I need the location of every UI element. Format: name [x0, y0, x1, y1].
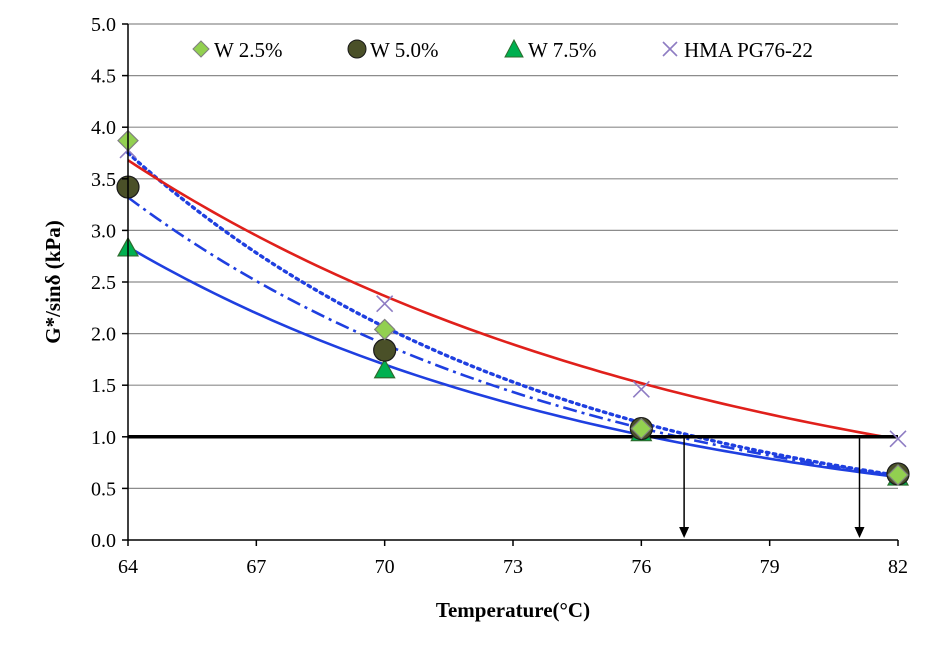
- x-stroke: [632, 380, 650, 398]
- y-tick-label: 0.5: [91, 478, 116, 500]
- x-stroke: [889, 430, 907, 448]
- arrow-head: [854, 527, 865, 538]
- reference-line-layer: [128, 435, 898, 538]
- legend-item-w75: W 7.5%: [504, 38, 596, 62]
- x-axis-title: Temperature(°C): [436, 598, 590, 622]
- legend-label-w25: W 2.5%: [214, 38, 282, 62]
- legend-item-hma: HMA PG76-22: [662, 38, 813, 62]
- y-tick-label: 3.0: [91, 220, 116, 242]
- data-point-w75: [373, 358, 396, 379]
- x-tick-label: 70: [375, 556, 395, 578]
- trendline-series-1: [127, 196, 899, 478]
- arrow-head: [679, 527, 690, 538]
- legend-x-marker: [662, 41, 678, 57]
- trendline-series-0: [126, 151, 900, 478]
- legend-triangle-marker: [504, 38, 524, 58]
- x-tick-label: 82: [888, 556, 908, 578]
- y-axis-title: G*/sinδ (kPa): [41, 220, 65, 344]
- x-tick-label: 79: [760, 556, 780, 578]
- y-tick-label: 3.5: [91, 169, 116, 191]
- legend-label-hma: HMA PG76-22: [684, 38, 813, 62]
- legend-label-w75: W 7.5%: [528, 38, 596, 62]
- y-tick-label: 2.0: [91, 324, 116, 346]
- legend: W 2.5% W 5.0% W 7.5% HMA PG76-22: [192, 38, 813, 62]
- y-tick-label: 4.0: [91, 117, 116, 139]
- trendline-series-2: [127, 245, 899, 479]
- y-tick-label: 0.0: [91, 530, 116, 552]
- y-tick-label: 2.5: [91, 272, 116, 294]
- x-tick-label: 73: [503, 556, 523, 578]
- x-stroke: [376, 295, 394, 313]
- data-point-hma: [376, 295, 394, 313]
- x-stroke: [662, 41, 678, 57]
- trendline-series-3: [127, 159, 886, 439]
- data-point-w25: [373, 318, 396, 341]
- data-point-w25: [630, 417, 653, 440]
- tick-labels: 0.0 0.5 1.0 1.5 2.0 2.5 3.0 3.5 4.0 4.5 5.0 64 67 70 7…: [91, 14, 908, 578]
- data-point-w25: [887, 464, 909, 486]
- legend-item-w25: W 2.5%: [192, 38, 282, 62]
- grid-lines: [128, 23, 898, 489]
- y-tick-label: 1.0: [91, 427, 116, 449]
- x-tick-label: 76: [631, 556, 651, 578]
- legend-item-w50: W 5.0%: [347, 38, 438, 62]
- y-tick-label: 1.5: [91, 375, 116, 397]
- legend-label-w50: W 5.0%: [370, 38, 438, 62]
- y-tick-label: 4.5: [91, 66, 116, 88]
- x-tick-label: 67: [246, 556, 266, 578]
- legend-x-shape: [662, 41, 678, 57]
- data-point-hma: [632, 380, 650, 398]
- data-point-w50: [373, 338, 397, 362]
- trendlines: [126, 151, 900, 479]
- x-tick-label: 64: [118, 556, 138, 578]
- y-tick-label: 5.0: [91, 14, 116, 36]
- data-markers: [116, 129, 910, 486]
- legend-circle-marker: [347, 39, 367, 59]
- data-point-hma: [889, 430, 907, 448]
- legend-diamond-marker: [192, 40, 210, 58]
- axes: [122, 23, 899, 546]
